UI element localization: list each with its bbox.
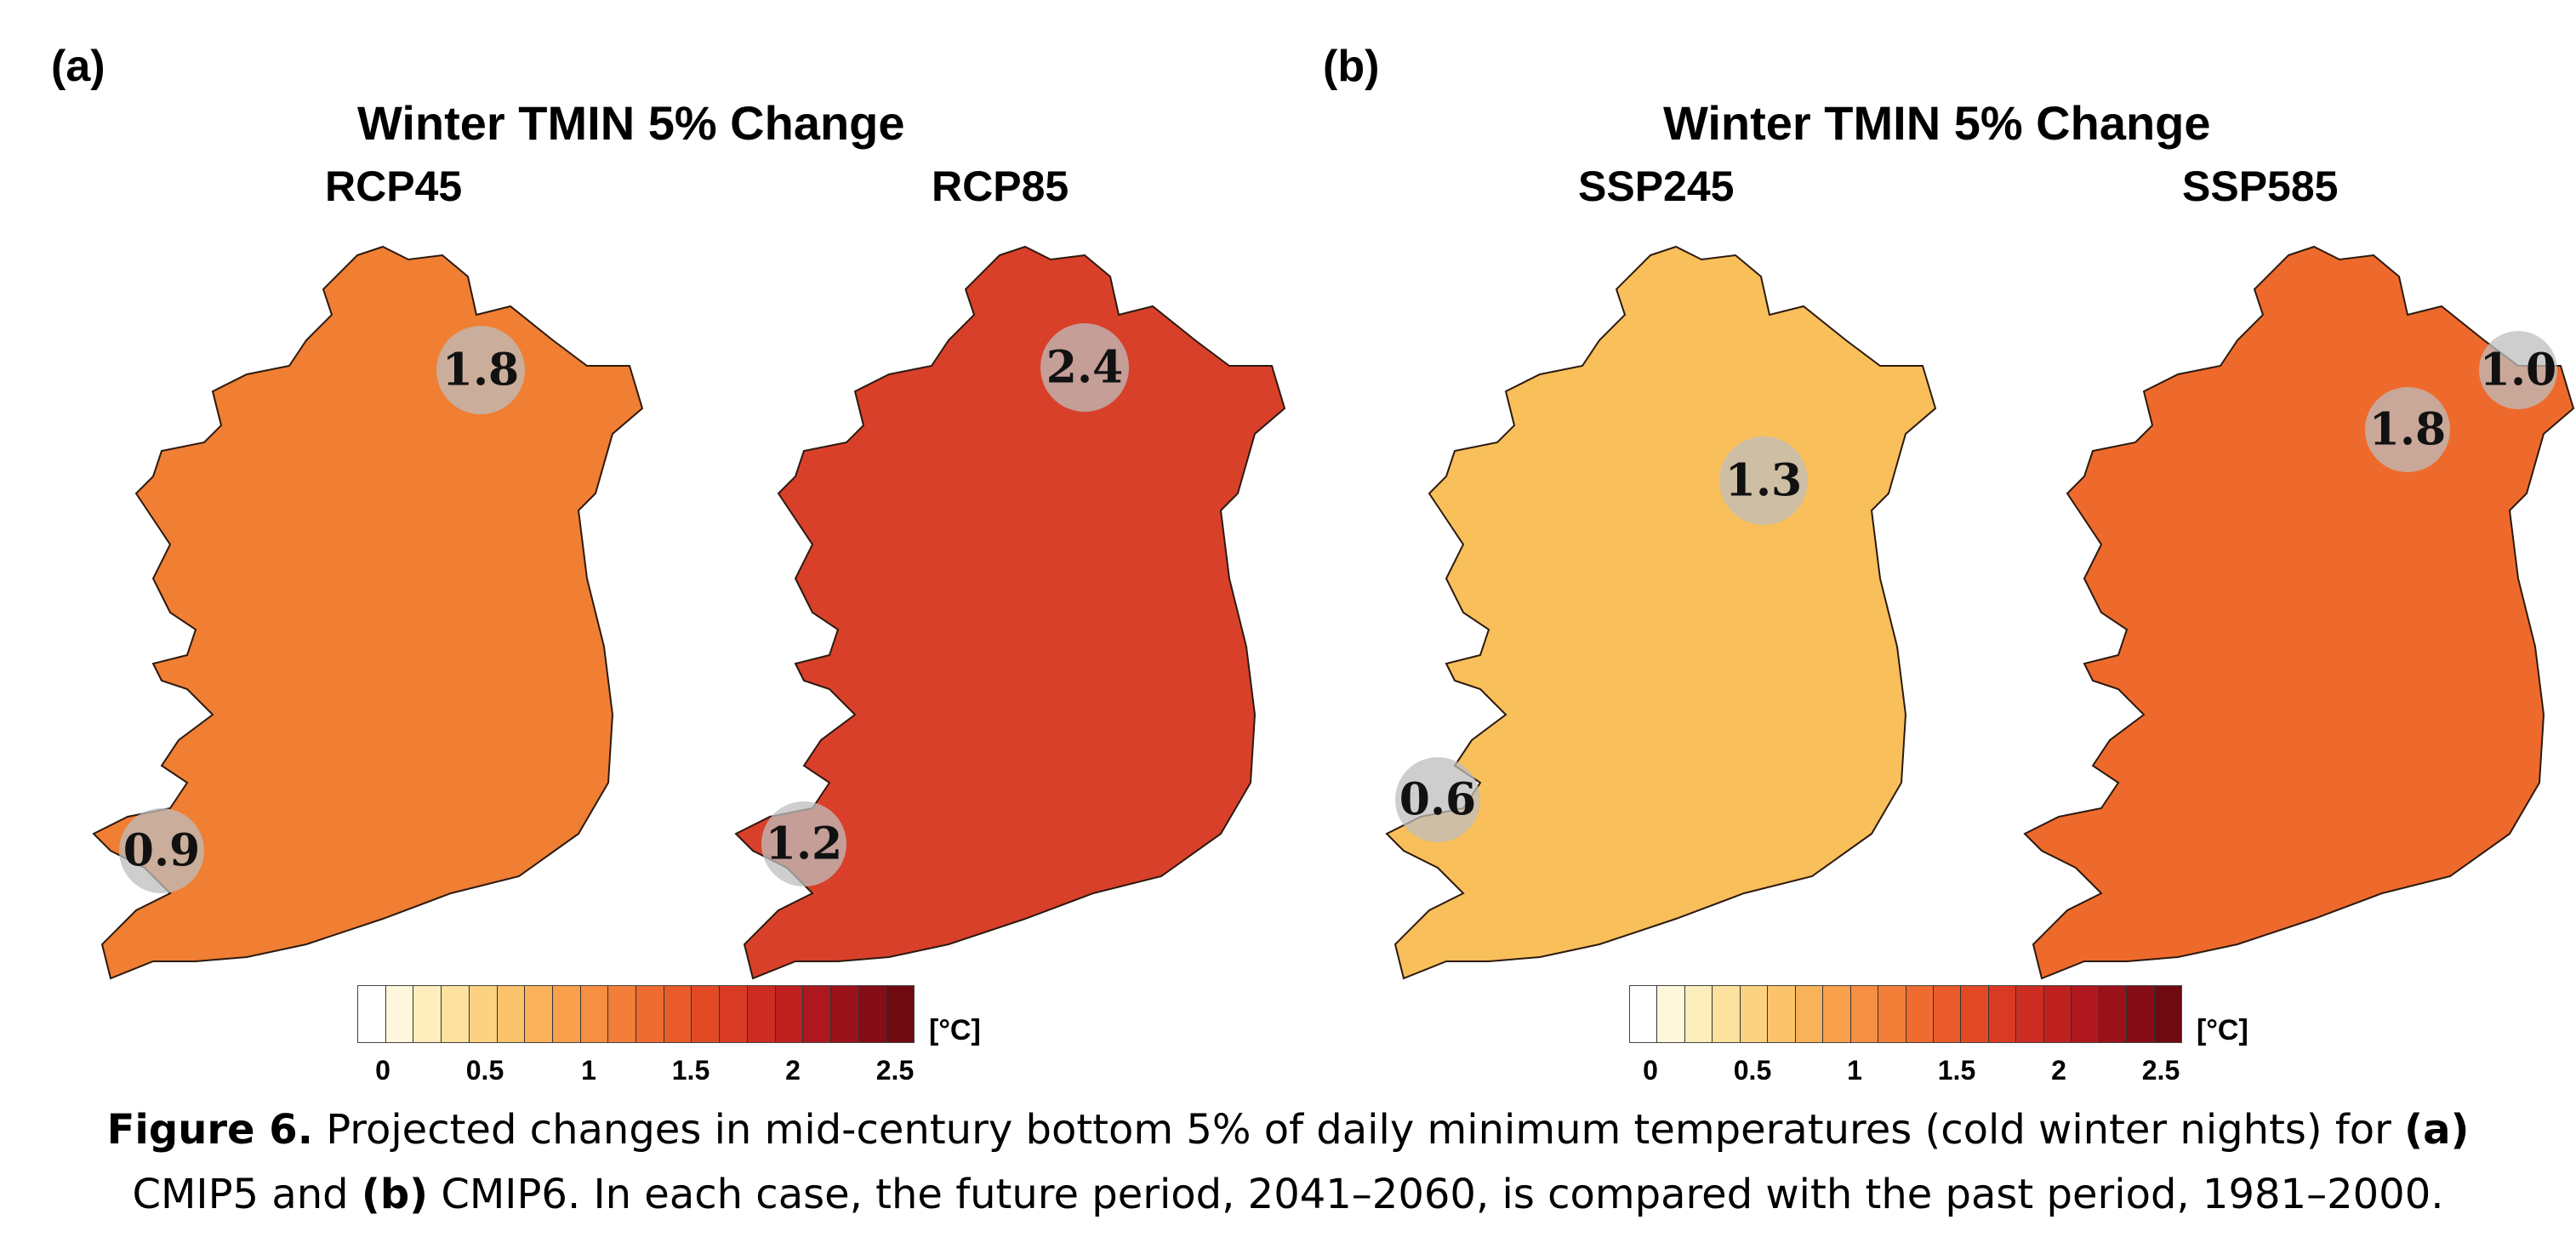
- colorbar-a-swatch: [413, 986, 442, 1042]
- colorbar-b-unit: [°C]: [2197, 1014, 2248, 1046]
- colorbar-a-tick: 2.5: [875, 1055, 915, 1086]
- map-a2-value-north: 2.4: [1046, 342, 1123, 394]
- colorbar-a-swatch: [385, 986, 414, 1042]
- caption-text-1: Projected changes in mid-century bottom …: [312, 1106, 2405, 1154]
- colorbar-b-swatch: [1961, 986, 1989, 1042]
- colorbar-a-swatch: [830, 986, 859, 1042]
- colorbar-a-tick: 0.5: [465, 1055, 504, 1086]
- panel-a-tag: (a): [51, 42, 105, 91]
- colorbar-b-swatch: [2154, 986, 2182, 1042]
- colorbar-b-swatch: [1740, 986, 1769, 1042]
- colorbar-a-tick: 2: [785, 1055, 801, 1086]
- colorbar-b-swatch: [2099, 986, 2128, 1042]
- panel-b-title: Winter TMIN 5% Change: [1663, 96, 2211, 150]
- colorbar-a-swatch: [525, 986, 553, 1042]
- map-b1-landmass: [1385, 245, 1937, 980]
- colorbar-a-swatch: [497, 986, 526, 1042]
- panel-b-tag: (b): [1323, 42, 1380, 91]
- map-a2-scenario: RCP85: [932, 162, 1069, 210]
- colorbar-a-tick: 0: [375, 1055, 390, 1086]
- map-b2: 1.8 1.0: [2023, 245, 2575, 980]
- colorbar-b-swatch: [1906, 986, 1934, 1042]
- map-a1: 1.8 0.9: [92, 245, 644, 980]
- colorbar-a: [357, 985, 915, 1043]
- colorbar-b-swatch: [1657, 986, 1685, 1042]
- colorbar-b-tick: 0: [1643, 1055, 1658, 1086]
- colorbar-b-swatch: [1768, 986, 1796, 1042]
- caption-figure-label: Figure 6.: [106, 1106, 313, 1154]
- map-b2-value-northeast: 1.0: [2480, 345, 2556, 396]
- map-b1: 1.3 0.6: [1385, 245, 1937, 980]
- colorbar-b-swatch: [2043, 986, 2072, 1042]
- caption-text-2a: CMIP5 and: [132, 1171, 362, 1218]
- colorbar-b-swatch: [1630, 986, 1658, 1042]
- colorbar-b-tick: 2.5: [2141, 1055, 2180, 1086]
- caption-a-label: (a): [2404, 1106, 2470, 1154]
- caption-line-1: Figure 6. Projected changes in mid-centu…: [0, 1106, 2576, 1154]
- colorbar-b: [1629, 985, 2182, 1043]
- colorbar-a-unit: [°C]: [929, 1014, 981, 1046]
- colorbar-a-swatch: [720, 986, 748, 1042]
- map-a2: 2.4 1.2: [734, 245, 1286, 980]
- colorbar-a-swatch: [608, 986, 637, 1042]
- colorbar-a-swatch: [580, 986, 609, 1042]
- colorbar-b-tick: 0.5: [1733, 1055, 1772, 1086]
- map-a1-marker-north: [436, 326, 525, 414]
- map-a2-value-south: 1.2: [766, 818, 842, 870]
- colorbar-a-swatch: [358, 986, 386, 1042]
- map-a2-marker-south: [761, 801, 846, 886]
- colorbar-a-swatch: [664, 986, 692, 1042]
- colorbar-b-tick: 1.5: [1937, 1055, 1976, 1086]
- colorbar-a-swatch: [692, 986, 721, 1042]
- colorbar-b-swatch: [1878, 986, 1906, 1042]
- colorbar-a-swatch: [552, 986, 581, 1042]
- colorbar-b-tick: 2: [2051, 1055, 2066, 1086]
- colorbar-b-swatch: [1713, 986, 1741, 1042]
- map-a1-value-south: 0.9: [123, 825, 200, 877]
- colorbar-b-swatch: [1823, 986, 1851, 1042]
- map-a1-marker-south: [119, 808, 204, 893]
- map-b1-scenario: SSP245: [1578, 162, 1735, 210]
- colorbar-a-tick: 1.5: [671, 1055, 710, 1086]
- map-a2-marker-north: [1040, 323, 1129, 412]
- colorbar-a-swatch: [803, 986, 831, 1042]
- map-b1-value-south: 0.6: [1399, 774, 1476, 826]
- map-b2-marker-north: [2365, 387, 2450, 472]
- caption-text-2b: CMIP6. In each case, the future period, …: [428, 1171, 2444, 1218]
- map-b1-marker-north: [1719, 436, 1808, 525]
- colorbar-a-swatch: [886, 986, 915, 1042]
- colorbar-a-swatch: [469, 986, 498, 1042]
- colorbar-b-swatch: [1795, 986, 1824, 1042]
- colorbar-b-tick: 1: [1847, 1055, 1862, 1086]
- colorbar-b-swatch: [1988, 986, 2017, 1042]
- caption-b-label: (b): [361, 1171, 429, 1218]
- colorbar-b-swatch: [2072, 986, 2100, 1042]
- panel-a-title: Winter TMIN 5% Change: [357, 96, 905, 150]
- map-b2-scenario: SSP585: [2182, 162, 2339, 210]
- colorbar-b-swatch: [1850, 986, 1879, 1042]
- map-b1-marker-south: [1395, 757, 1480, 842]
- caption-line-2: CMIP5 and (b) CMIP6. In each case, the f…: [0, 1171, 2576, 1218]
- colorbar-a-swatch: [636, 986, 664, 1042]
- colorbar-b-swatch: [2016, 986, 2044, 1042]
- map-b2-value-north: 1.8: [2369, 404, 2446, 456]
- colorbar-b-swatch: [1684, 986, 1713, 1042]
- map-b1-value-north: 1.3: [1725, 455, 1802, 507]
- map-a1-value-north: 1.8: [442, 345, 519, 396]
- colorbar-a-swatch: [858, 986, 887, 1042]
- colorbar-b-swatch: [2127, 986, 2155, 1042]
- colorbar-a-swatch: [747, 986, 776, 1042]
- colorbar-b-swatch: [1933, 986, 1962, 1042]
- colorbar-a-swatch: [775, 986, 804, 1042]
- colorbar-a-tick: 1: [581, 1055, 596, 1086]
- map-b2-marker-northeast: [2479, 331, 2557, 409]
- colorbar-a-swatch: [442, 986, 470, 1042]
- map-a1-scenario: RCP45: [325, 162, 463, 210]
